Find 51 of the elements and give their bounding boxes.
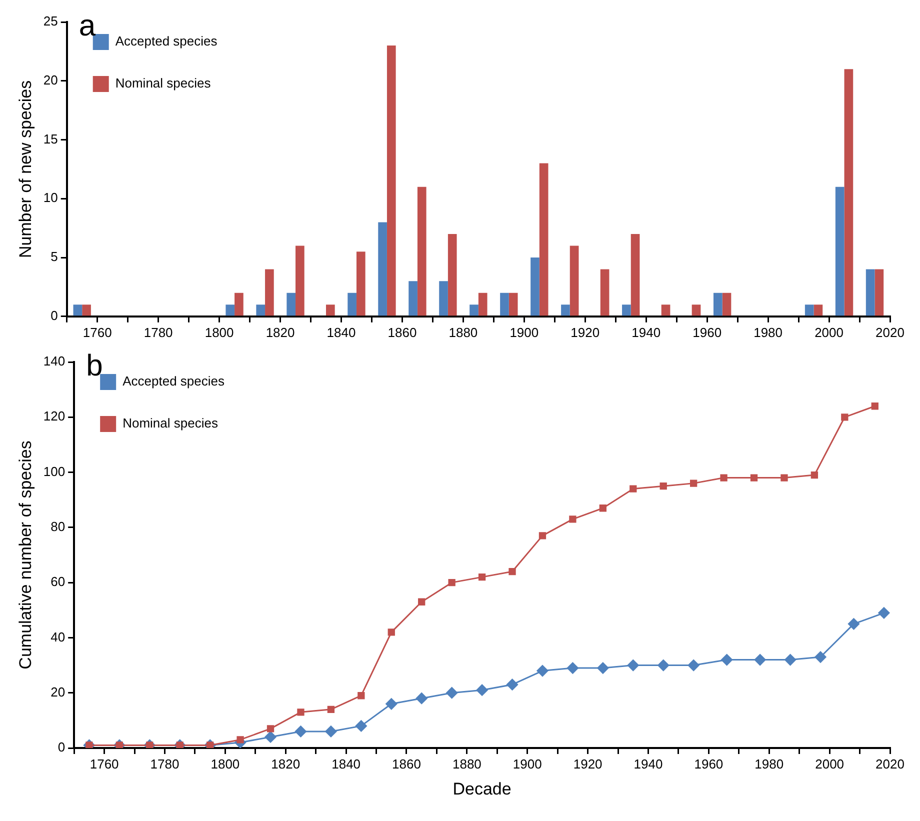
y-tick-label: 25: [43, 14, 58, 29]
y-axis-title: Cumulative number of species: [16, 440, 35, 670]
x-tick-label: 1980: [754, 324, 783, 340]
x-tick-label: 1780: [144, 324, 173, 340]
legend-label: Nominal species: [122, 416, 218, 431]
y-tick-label: 40: [50, 629, 66, 644]
x-tick-label: 1920: [570, 324, 600, 340]
x-tick-label: 1960: [694, 756, 724, 772]
y-axis-title: Number of new species: [16, 80, 35, 258]
x-tick-label: 1820: [271, 756, 300, 772]
x-tick-label: 1940: [632, 324, 661, 340]
x-tick-label: 1960: [692, 324, 722, 340]
x-tick-label: 2020: [876, 324, 904, 340]
y-tick-label: 10: [43, 190, 58, 206]
x-tick-label: 1780: [150, 756, 180, 772]
x-tick-label: 1920: [573, 756, 602, 772]
x-tick-label: 1880: [452, 756, 482, 772]
y-tick-label: 15: [43, 131, 58, 146]
y-tick-label: 0: [58, 740, 66, 755]
x-tick-label: 1840: [332, 756, 361, 772]
x-tick-label: 1760: [90, 756, 119, 772]
x-tick-label: 1860: [388, 324, 417, 340]
y-tick-label: 5: [50, 249, 58, 264]
x-tick-label: 1900: [512, 756, 542, 772]
x-tick-label: 2020: [876, 756, 904, 772]
y-tick-label: 60: [50, 574, 66, 590]
legend-label: Accepted species: [122, 374, 225, 389]
legend-label: Accepted species: [115, 34, 218, 49]
x-tick-label: 1940: [634, 756, 663, 772]
y-tick-label: 20: [43, 72, 58, 88]
y-tick-label: 140: [43, 354, 66, 369]
x-axis-title: Decade: [452, 779, 512, 798]
y-tick-label: 0: [50, 308, 58, 323]
legend-label: Nominal species: [115, 76, 212, 91]
x-tick-label: 1980: [754, 756, 784, 772]
x-tick-label: 1840: [326, 324, 356, 340]
x-tick-label: 1820: [266, 324, 295, 340]
annotation: a: [78, 9, 96, 42]
x-tick-label: 1900: [510, 324, 539, 340]
x-tick-label: 2000: [814, 324, 844, 340]
x-tick-label: 1760: [82, 324, 112, 340]
annotation: b: [86, 349, 103, 382]
y-tick-label: 20: [50, 684, 66, 700]
x-tick-label: 1860: [392, 756, 421, 772]
x-tick-label: 1800: [204, 324, 234, 340]
y-tick-label: 100: [43, 464, 66, 479]
y-tick-label: 80: [50, 519, 66, 534]
y-tick-label: 120: [43, 408, 66, 424]
x-tick-label: 2000: [815, 756, 844, 772]
x-tick-label: 1880: [448, 324, 478, 340]
x-tick-label: 1800: [210, 756, 240, 772]
